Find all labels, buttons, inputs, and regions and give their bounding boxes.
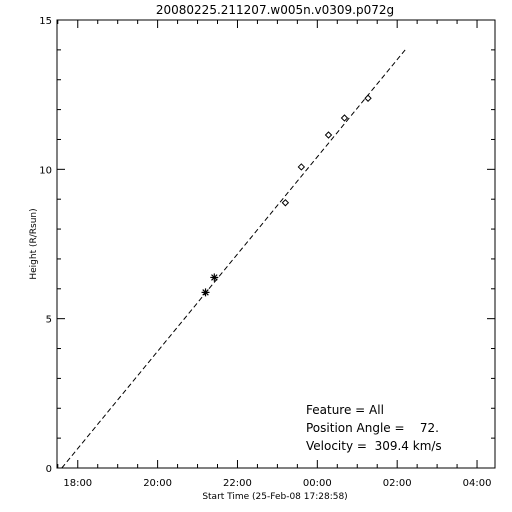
- chart-title: 20080225.211207.w005n.v0309.p072g: [156, 3, 394, 17]
- data-markers: [201, 94, 372, 297]
- annotation-feature: Feature = All: [306, 403, 384, 417]
- annotation-box: Feature = All Position Angle = 72. Veloc…: [306, 403, 442, 453]
- x-axis: 18:00 20:00 22:00 00:00 02:00 04:00: [57, 20, 492, 489]
- asterisk-stroke: [211, 274, 218, 281]
- y-tick-label: 0: [46, 464, 52, 475]
- x-tick-label: 20:00: [143, 478, 172, 489]
- x-tick-label: 18:00: [63, 478, 92, 489]
- y-axis-label: Height (R/Rsun): [29, 208, 39, 279]
- asterisk-point: [201, 288, 210, 297]
- fit-line: [61, 49, 406, 469]
- diamond-point: [324, 131, 333, 139]
- diamond-point: [297, 163, 306, 171]
- x-tick-label: 00:00: [303, 478, 332, 489]
- diamond-point: [364, 94, 372, 102]
- y-axis: 0 5 10 15: [39, 16, 495, 475]
- y-tick-label: 15: [39, 16, 52, 27]
- diamond-point: [340, 114, 349, 122]
- x-tick-label: 02:00: [383, 478, 412, 489]
- x-tick-label: 22:00: [223, 478, 252, 489]
- annotation-position-angle: Position Angle = 72.: [306, 421, 439, 435]
- plot-frame: [56, 19, 496, 469]
- asterisk-stroke: [202, 289, 209, 296]
- y-tick-label: 10: [39, 165, 52, 176]
- x-axis-label: Start Time (25-Feb-08 17:28:58): [202, 492, 347, 502]
- asterisk-point: [210, 273, 219, 282]
- diamond-point: [281, 199, 290, 207]
- y-tick-label: 5: [46, 315, 52, 326]
- annotation-velocity: Velocity = 309.4 km/s: [306, 439, 442, 453]
- x-tick-label: 04:00: [463, 478, 492, 489]
